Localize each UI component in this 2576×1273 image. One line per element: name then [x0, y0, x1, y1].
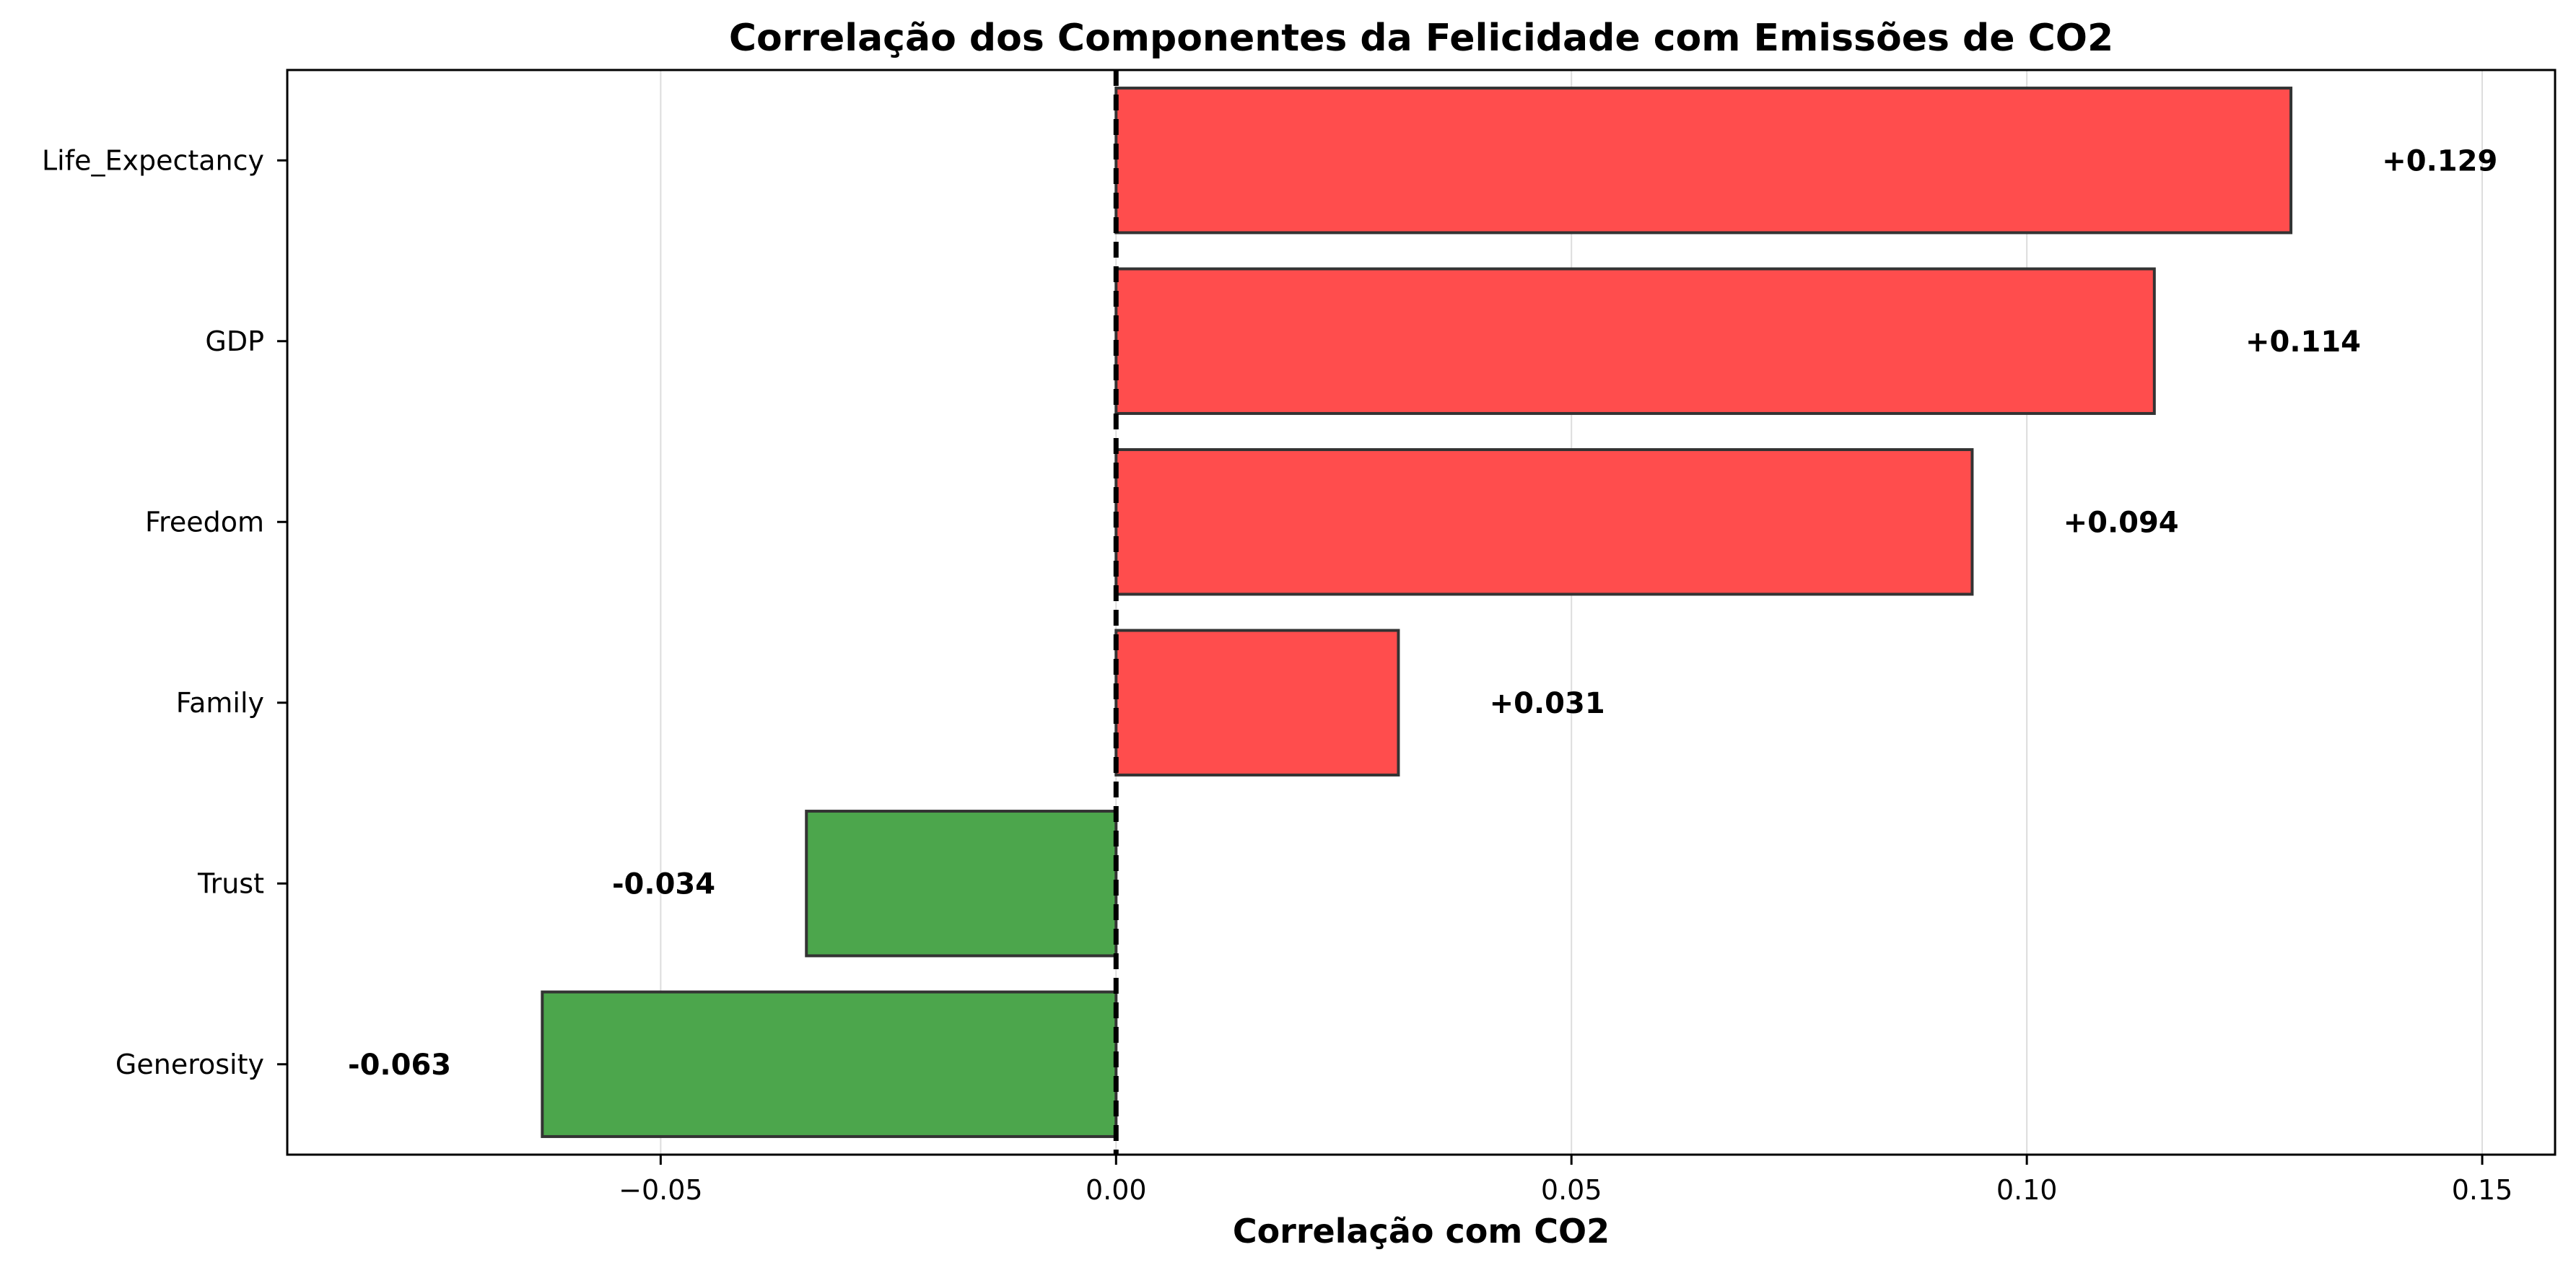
data-labels: +0.129 +0.114 +0.094 +0.031 -0.034 -0.063	[348, 144, 2497, 1082]
y-axis-ticks: Life_Expectancy GDP Freedom Family Trust Gene…	[42, 144, 287, 1080]
bars	[541, 87, 2293, 1138]
y-tick-label: Life_Expectancy	[42, 144, 264, 176]
y-tick-label: Trust	[197, 867, 264, 899]
x-tick-label: −0.05	[619, 1174, 702, 1206]
data-label: +0.094	[2064, 506, 2179, 539]
bar-trust	[805, 810, 1118, 958]
x-axis-ticks: −0.05 0.00 0.05 0.10 0.15	[619, 1155, 2512, 1206]
bar-freedom	[1114, 448, 1974, 596]
bar-family	[1114, 629, 1400, 777]
data-label: -0.034	[612, 867, 715, 901]
bar-generosity	[541, 990, 1118, 1138]
x-tick-label: 0.05	[1541, 1174, 1602, 1206]
x-tick-label: 0.00	[1086, 1174, 1147, 1206]
bar-life-expectancy	[1114, 87, 2293, 235]
bar-gdp	[1114, 267, 2156, 415]
x-axis-label: Correlação com CO2	[1233, 1212, 1610, 1251]
x-tick-label: 0.15	[2452, 1174, 2513, 1206]
data-label: +0.129	[2382, 144, 2497, 178]
y-tick-label: Freedom	[145, 506, 264, 538]
chart-title: Correlação dos Componentes da Felicidade…	[729, 17, 2113, 60]
y-tick-label: GDP	[205, 325, 264, 357]
axes-frame	[286, 69, 2557, 1156]
data-label: +0.031	[1490, 687, 1605, 720]
x-tick-label: 0.10	[1996, 1174, 2058, 1206]
data-label: +0.114	[2245, 325, 2361, 359]
y-tick-label: Generosity	[115, 1049, 264, 1080]
y-tick-label: Family	[176, 687, 264, 719]
data-label: -0.063	[348, 1049, 451, 1082]
